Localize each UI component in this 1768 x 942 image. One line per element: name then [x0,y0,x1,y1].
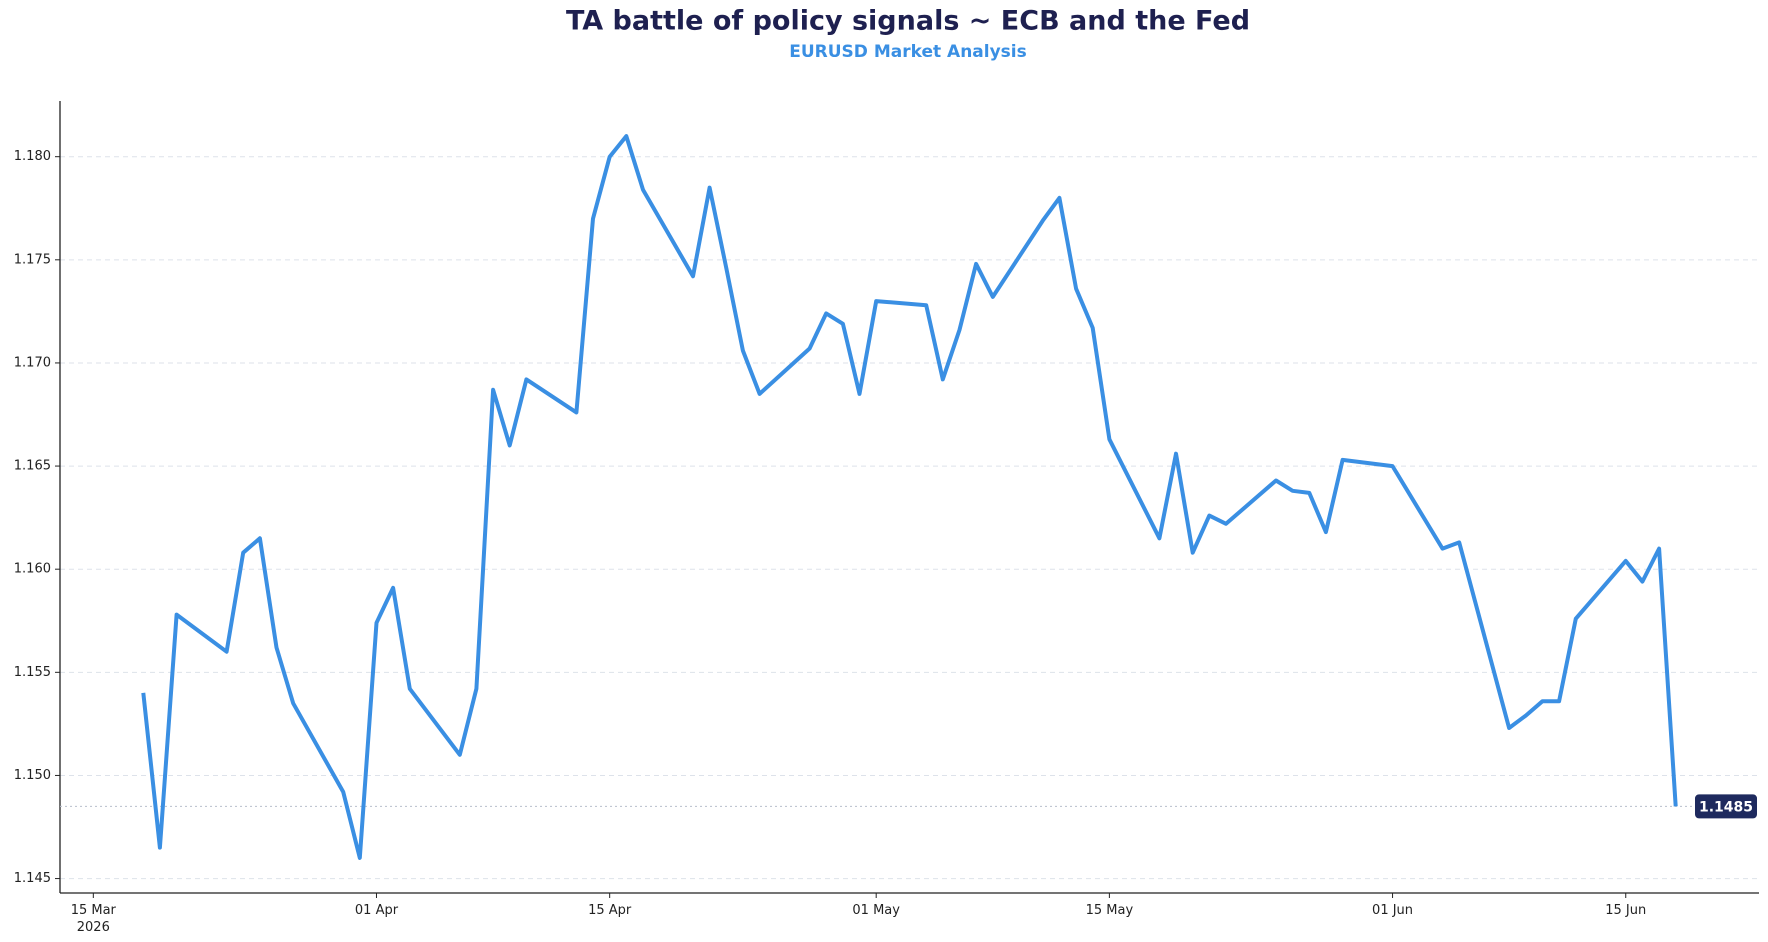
y-tick-label: 1.180 [14,149,51,164]
x-tick-label: 01 May [852,903,900,918]
x-tick-label: 01 Jun [1372,903,1413,918]
y-tick-label: 1.170 [14,355,51,370]
y-tick-label: 1.145 [14,871,51,886]
x-tick-label: 01 Apr [355,903,399,918]
last-value-label: 1.1485 [1699,799,1753,815]
last-value-box [1695,794,1757,819]
x-tick-label: 15 Jun [1605,903,1646,918]
y-tick-label: 1.155 [14,665,51,680]
chart-subtitle: EURUSD Market Analysis [789,42,1027,62]
x-tick-label: 15 Apr [588,903,632,918]
price-line [141,134,1678,860]
chart-title: TA battle of policy signals ~ ECB and th… [566,6,1250,37]
y-tick-label: 1.160 [14,562,51,577]
x-tick-label: 15 Mar 2026 [71,903,117,935]
y-tick-label: 1.150 [14,768,51,783]
x-tick-label: 15 May [1086,903,1134,918]
y-tick-label: 1.165 [14,459,51,474]
y-tick-label: 1.175 [14,252,51,267]
